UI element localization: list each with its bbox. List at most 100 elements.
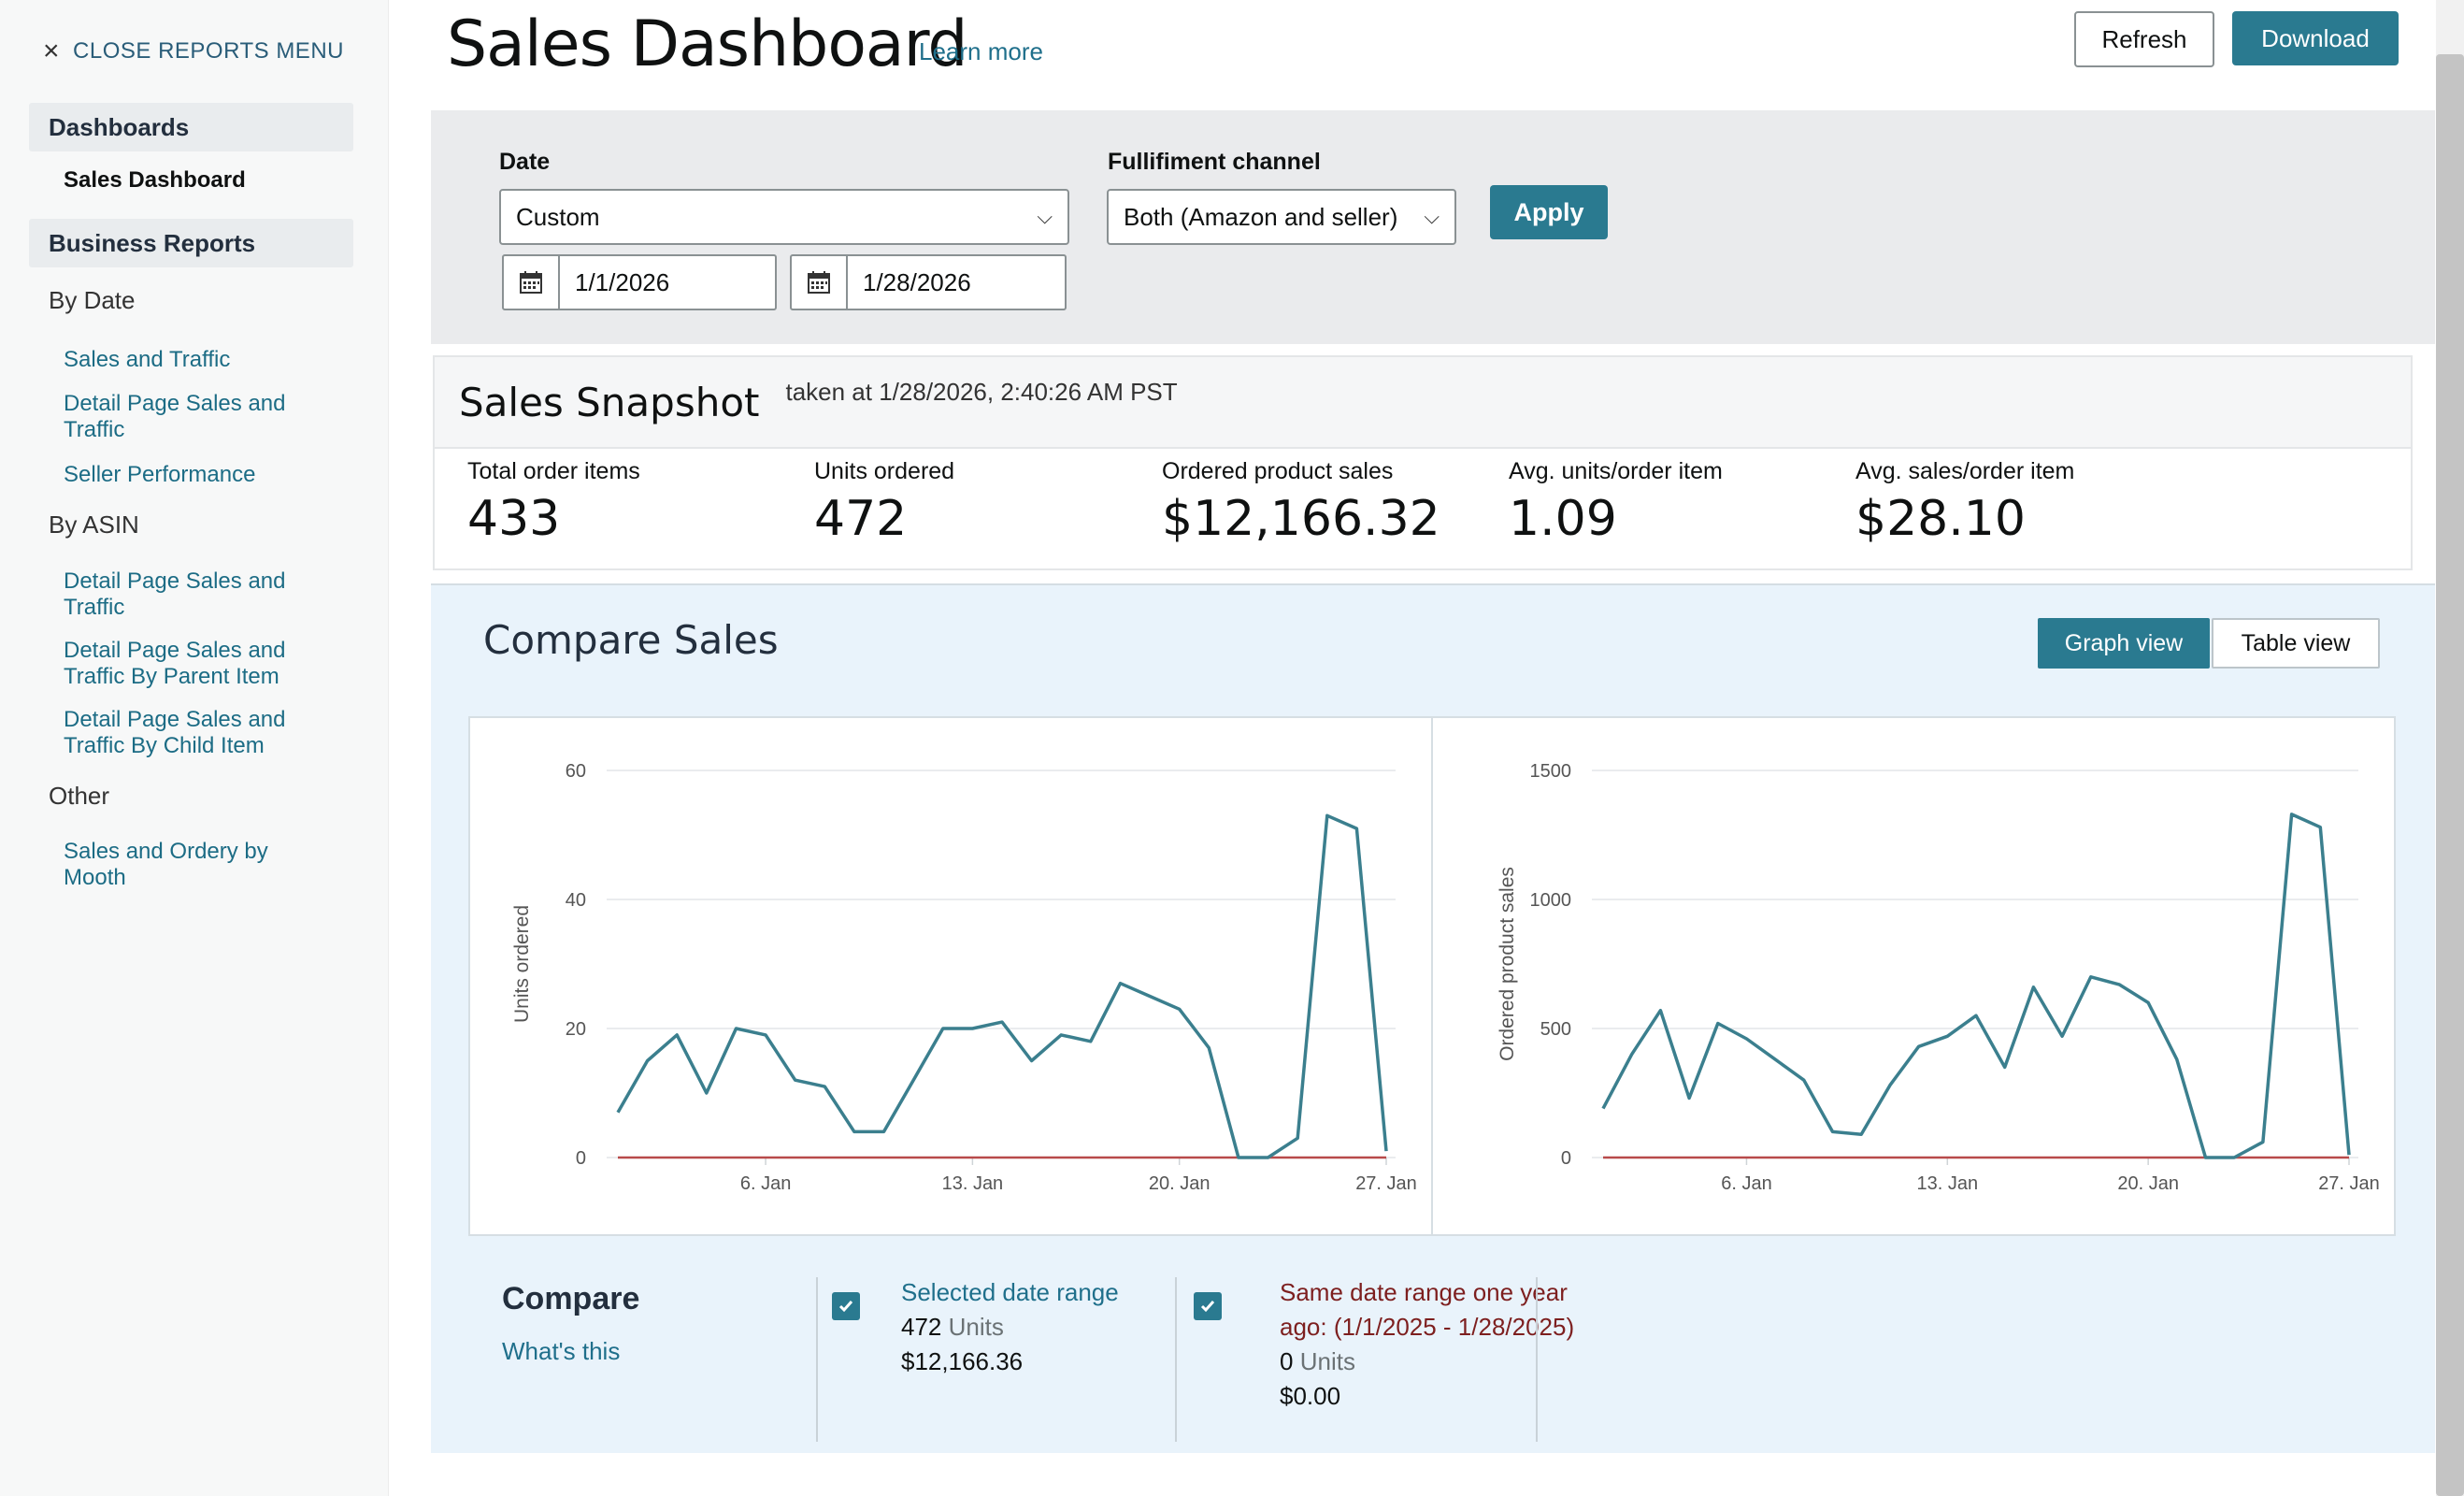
sidebar-item-asin-parent-item[interactable]: Detail Page Sales and Traffic By Parent … [64, 638, 286, 689]
metric-value: $12,166.32 [1162, 491, 1440, 547]
calendar-icon[interactable] [792, 256, 848, 309]
compare-label: Compare [502, 1281, 640, 1316]
y-tick-label: 1000 [1530, 890, 1572, 911]
scrollbar-thumb[interactable] [2436, 54, 2464, 1496]
sidebar-item-detail-page-sales-traffic[interactable]: Detail Page Sales and Traffic [64, 391, 286, 442]
selected-range-checkbox[interactable] [832, 1292, 860, 1320]
selected-range-title: Selected date range [901, 1278, 1119, 1306]
previous-range-title-line1: Same date range one year [1280, 1278, 1568, 1306]
start-date-input[interactable]: 1/1/2026 [502, 254, 777, 310]
previous-range-title-line2: ago: (1/1/2025 - 1/28/2025) [1280, 1313, 1575, 1341]
snapshot-timestamp: taken at 1/28/2026, 2:40:26 AM PST [785, 378, 1178, 406]
close-reports-menu-button[interactable]: × CLOSE REPORTS MENU [43, 37, 344, 65]
metric-label: Avg. sales/order item [1855, 458, 2075, 484]
y-tick-label: 0 [1561, 1148, 1571, 1169]
selected-sales-value: $12,166.36 [901, 1347, 1024, 1375]
date-range-value: Custom [516, 202, 600, 231]
sidebar-group-other: Other [49, 782, 110, 810]
previous-sales-value: $0.00 [1280, 1382, 1341, 1410]
metric-value: 1.09 [1509, 491, 1617, 547]
sidebar-item-asin-child-item[interactable]: Detail Page Sales and Traffic By Child I… [64, 707, 286, 758]
metric-units-ordered: Units ordered 472 [814, 458, 954, 547]
sidebar-item-sales-dashboard[interactable]: Sales Dashboard [64, 167, 246, 193]
refresh-button[interactable]: Refresh [2074, 11, 2214, 67]
metric-label: Units ordered [814, 458, 955, 484]
metric-avg-units-per-order: Avg. units/order item 1.09 [1509, 458, 1723, 547]
selected-range-legend: Selected date range 472 Units $12,166.36 [901, 1275, 1119, 1379]
start-date-value: 1/1/2026 [575, 267, 670, 296]
fulfillment-channel-select[interactable]: Both (Amazon and seller) ⌵ [1107, 189, 1456, 245]
page-title: Sales Dashboard [447, 7, 968, 81]
end-date-input[interactable]: 1/28/2026 [790, 254, 1067, 310]
previous-units-value: 0 [1280, 1347, 1294, 1375]
close-menu-label: CLOSE REPORTS MENU [73, 38, 344, 64]
sidebar-business-reports-header[interactable]: Business Reports [29, 219, 353, 267]
compare-legend: Compare What's this Selected date range … [431, 1259, 2435, 1446]
x-tick-label: 27. Jan [2318, 1173, 2380, 1194]
check-icon [838, 1301, 853, 1313]
channel-filter-label: Fullifiment channel [1108, 149, 1321, 175]
y-tick-label: 60 [566, 761, 586, 782]
legend-divider [1536, 1277, 1538, 1442]
calendar-icon[interactable] [504, 256, 560, 309]
sidebar-group-by-date: By Date [49, 286, 136, 314]
compare-sales-title: Compare Sales [483, 617, 779, 663]
selected-range-series-line [616, 813, 1388, 1159]
selected-units-word: Units [948, 1313, 1004, 1341]
x-tick-label: 27. Jan [1355, 1173, 1417, 1194]
sidebar-group-by-asin: By ASIN [49, 511, 139, 539]
selected-units-value: 472 [901, 1313, 942, 1341]
chevron-down-icon: ⌵ [1037, 205, 1053, 228]
legend-divider [1175, 1277, 1177, 1442]
x-tick-label: 20. Jan [1149, 1173, 1211, 1194]
metric-value: $28.10 [1855, 491, 2026, 547]
compare-sales-panel: Compare Sales Graph view Table view 0 20 4… [431, 583, 2435, 1453]
y-axis-label: Ordered product sales [1497, 867, 1518, 1061]
apply-button[interactable]: Apply [1490, 185, 1608, 239]
y-tick-label: 1500 [1530, 761, 1572, 782]
sidebar-item-seller-performance[interactable]: Seller Performance [64, 462, 256, 487]
main-content: Sales Dashboard Learn more Refresh Downl… [389, 0, 2436, 1496]
x-tick-label: 6. Jan [1721, 1173, 1771, 1194]
download-button[interactable]: Download [2232, 11, 2399, 65]
snapshot-header: Sales Snapshot taken at 1/28/2026, 2:40:… [435, 357, 2411, 449]
sidebar-item-sales-and-traffic[interactable]: Sales and Traffic [64, 347, 231, 372]
x-tick-label: 13. Jan [942, 1173, 1004, 1194]
learn-more-link[interactable]: Learn more [919, 37, 1043, 65]
sidebar-item-sales-ordery-mooth[interactable]: Sales and Ordery by Mooth [64, 839, 268, 890]
snapshot-title: Sales Snapshot [459, 379, 760, 425]
y-tick-label: 0 [576, 1148, 586, 1169]
y-tick-label: 20 [566, 1019, 586, 1040]
ordered-sales-chart: 0 500 1000 1500 Ordered product sales 6. Jan 1… [1431, 716, 2396, 1236]
y-tick-label: 40 [566, 890, 586, 911]
metric-avg-sales-per-order: Avg. sales/order item $28.10 [1855, 458, 2074, 547]
sales-snapshot-card: Sales Snapshot taken at 1/28/2026, 2:40:… [433, 355, 2413, 570]
metric-label: Total order items [467, 458, 640, 484]
previous-year-legend: Same date range one year ago: (1/1/2025 … [1280, 1275, 1574, 1414]
chevron-down-icon: ⌵ [1424, 205, 1440, 228]
units-ordered-chart: 0 20 40 60 Units ordered 6. Jan 13. Jan 20. Jan… [468, 716, 1433, 1236]
table-view-button[interactable]: Table view [2212, 618, 2380, 669]
selected-range-series-line [1601, 813, 2351, 1159]
previous-units-word: Units [1299, 1347, 1355, 1375]
close-icon: × [43, 36, 61, 66]
ordered-sales-chart-svg: 0 500 1000 1500 Ordered product sales 6. Jan 1… [1497, 761, 2380, 1194]
check-icon [1200, 1301, 1215, 1313]
sidebar-item-asin-detail-page[interactable]: Detail Page Sales and Traffic [64, 568, 286, 620]
channel-value: Both (Amazon and seller) [1124, 202, 1398, 231]
metric-label: Avg. units/order item [1509, 458, 1723, 484]
whats-this-link[interactable]: What's this [502, 1337, 621, 1365]
legend-divider [816, 1277, 818, 1442]
x-tick-label: 13. Jan [1917, 1173, 1979, 1194]
x-tick-label: 20. Jan [2117, 1173, 2179, 1194]
date-range-select[interactable]: Custom ⌵ [499, 189, 1069, 245]
y-tick-label: 500 [1540, 1019, 1571, 1040]
graph-view-button[interactable]: Graph view [2038, 618, 2210, 669]
sidebar-dashboards-header[interactable]: Dashboards [29, 103, 353, 151]
metric-ordered-product-sales: Ordered product sales $12,166.32 [1162, 458, 1440, 547]
previous-year-checkbox[interactable] [1194, 1292, 1222, 1320]
metric-value: 472 [814, 491, 908, 547]
date-filter-label: Date [499, 149, 551, 175]
metric-value: 433 [467, 491, 561, 547]
units-ordered-chart-svg: 0 20 40 60 Units ordered 6. Jan 13. Jan 20. Jan… [511, 761, 1417, 1194]
